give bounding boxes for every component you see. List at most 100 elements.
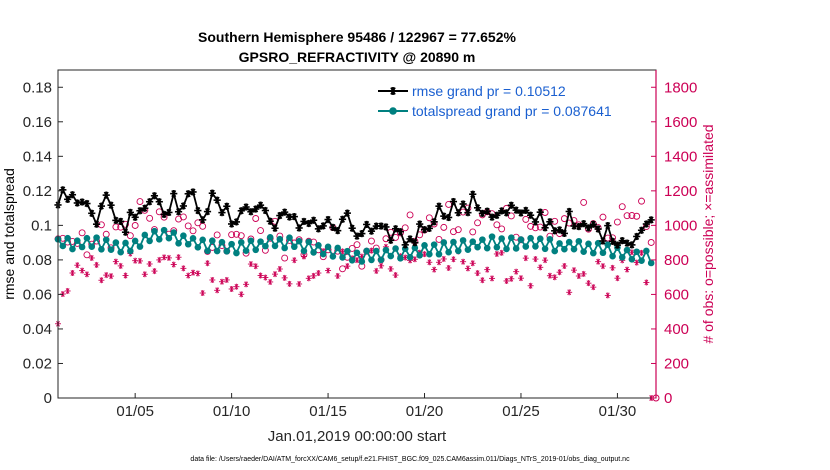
rmse-point bbox=[396, 228, 405, 236]
rmse-point bbox=[633, 232, 641, 241]
totalspread-point bbox=[522, 243, 530, 250]
totalspread-point bbox=[575, 237, 583, 245]
obs-possible-point bbox=[406, 211, 414, 219]
obs-assimilated-point bbox=[257, 272, 264, 279]
rmse-point bbox=[136, 207, 144, 215]
obs-assimilated-point bbox=[595, 258, 602, 265]
totalspread-point bbox=[102, 236, 110, 244]
totalspread-point bbox=[416, 251, 423, 259]
obs-possible-point bbox=[618, 203, 626, 211]
rmse-point bbox=[377, 222, 385, 230]
obs-assimilated-point bbox=[112, 258, 119, 265]
totalspread-point bbox=[228, 240, 235, 248]
rmse-point bbox=[276, 211, 284, 220]
obs-possible-point bbox=[237, 232, 245, 240]
obs-assimilated-point bbox=[214, 287, 221, 294]
y-tick-label: 0.04 bbox=[23, 321, 52, 338]
rmse-point bbox=[454, 209, 462, 217]
rmse-point bbox=[150, 192, 159, 200]
totalspread-point bbox=[213, 247, 221, 255]
obs-assimilated-point bbox=[489, 275, 496, 282]
obs-possible-point bbox=[633, 212, 641, 220]
obs-assimilated-point bbox=[170, 261, 177, 268]
rmse-point bbox=[387, 236, 395, 244]
totalspread-point bbox=[257, 238, 264, 245]
obs-assimilated-point bbox=[445, 264, 452, 271]
totalspread-point bbox=[532, 243, 539, 250]
rmse-point bbox=[440, 212, 448, 220]
obs-assimilated-point bbox=[175, 254, 182, 261]
obs-assimilated-point bbox=[180, 265, 187, 272]
obs-assimilated-point bbox=[151, 268, 158, 275]
obs-assimilated-point bbox=[392, 272, 399, 279]
totalspread-point bbox=[324, 243, 332, 251]
obs-possible-point bbox=[257, 227, 264, 235]
obs-assimilated-point bbox=[614, 275, 621, 282]
totalspread-point bbox=[73, 237, 81, 244]
obs-assimilated-point bbox=[281, 274, 288, 281]
y-tick-label: 0.14 bbox=[23, 148, 52, 165]
rmse-point bbox=[589, 220, 597, 228]
obs-assimilated-point bbox=[272, 271, 279, 278]
rmse-point bbox=[271, 224, 279, 232]
obs-assimilated-point bbox=[624, 266, 631, 273]
rmse-point bbox=[367, 227, 376, 235]
totalspread-point bbox=[411, 244, 419, 252]
chart-title: Southern Hemisphere 95486 / 122967 = 77.… bbox=[198, 29, 516, 45]
rmse-point bbox=[305, 219, 313, 228]
totalspread-point bbox=[78, 243, 86, 251]
obs-possible-point bbox=[628, 212, 636, 219]
rmse-point bbox=[232, 218, 241, 226]
obs-assimilated-point bbox=[108, 273, 115, 280]
obs-possible-point bbox=[469, 228, 477, 236]
obs-assimilated-point bbox=[513, 268, 520, 275]
obs-assimilated-point bbox=[223, 276, 230, 283]
obs-possible-point bbox=[425, 214, 433, 222]
totalspread-point bbox=[445, 248, 452, 256]
totalspread-point bbox=[295, 237, 303, 245]
rmse-point bbox=[68, 191, 77, 199]
obs-possible-point bbox=[131, 222, 139, 229]
y-axis-label-right: # of obs: o=possible; ×=assimilated bbox=[700, 124, 716, 343]
obs-possible-point bbox=[493, 221, 501, 229]
obs-assimilated-point bbox=[83, 271, 90, 278]
totalspread-point bbox=[508, 234, 515, 242]
rmse-point bbox=[203, 207, 212, 216]
rmse-point bbox=[146, 198, 154, 206]
rmse-point bbox=[324, 215, 332, 224]
rmse-point bbox=[213, 196, 221, 204]
obs-possible-point bbox=[368, 237, 375, 245]
rmse-point bbox=[449, 197, 458, 206]
legend: rmse grand pr = 0.10512 totalspread gran… bbox=[370, 78, 650, 120]
x-tick-label: 01/10 bbox=[213, 403, 251, 420]
totalspread-point bbox=[512, 245, 520, 252]
rmse-point bbox=[194, 206, 202, 215]
totalspread-point bbox=[353, 249, 361, 257]
rmse-point bbox=[608, 237, 617, 245]
totalspread-point bbox=[194, 244, 202, 251]
rmse-point bbox=[430, 218, 438, 226]
totalspread-point bbox=[59, 242, 67, 250]
rmse-point bbox=[502, 209, 511, 217]
rmse-point bbox=[338, 215, 347, 223]
obs-possible-point bbox=[232, 230, 240, 238]
obs-assimilated-point bbox=[161, 254, 168, 261]
totalspread-point bbox=[69, 245, 76, 253]
rmse-point bbox=[435, 202, 443, 210]
rmse-point bbox=[541, 224, 549, 232]
obs-assimilated-point bbox=[190, 269, 197, 276]
y-right-tick-label: 1800 bbox=[664, 79, 697, 96]
totalspread-point bbox=[368, 256, 375, 264]
totalspread-point bbox=[300, 247, 308, 255]
obs-possible-point bbox=[580, 198, 588, 206]
obs-assimilated-point bbox=[537, 264, 544, 271]
legend-symbol-totalspread bbox=[378, 107, 408, 115]
totalspread-point bbox=[334, 244, 342, 252]
totalspread-point bbox=[527, 234, 534, 242]
rmse-point bbox=[64, 195, 72, 203]
rmse-point bbox=[174, 208, 183, 216]
obs-possible-point bbox=[179, 213, 187, 221]
obs-assimilated-point bbox=[69, 270, 76, 277]
obs-assimilated-point bbox=[590, 284, 597, 291]
obs-assimilated-point bbox=[122, 272, 129, 279]
